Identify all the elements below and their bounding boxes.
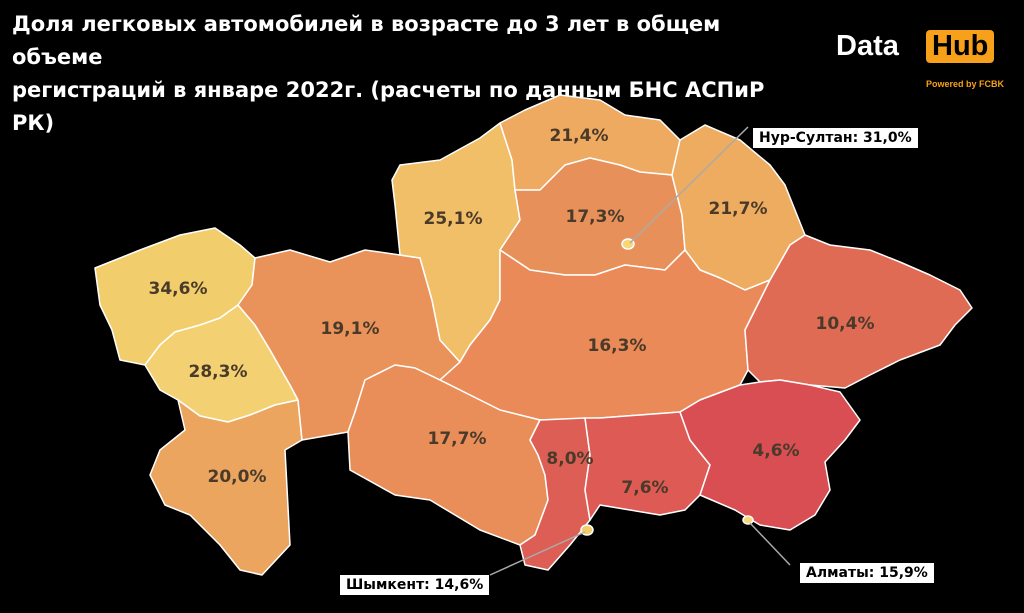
shymkent-leader-line (489, 531, 586, 576)
title-line-1: Доля легковых автомобилей в возрасте до … (12, 12, 721, 69)
region-value-label: 16,3% (588, 336, 647, 356)
region-almaty-region (679, 379, 861, 531)
almaty-leader-line (749, 522, 791, 566)
logo-powered-text: Powered by FCBK (926, 79, 1005, 89)
region-value-label: 7,6% (621, 478, 668, 498)
chart-title: Доля легковых автомобилей в возрасте до … (12, 8, 812, 140)
region-value-label: 19,1% (321, 319, 380, 339)
logo-data-text: Data (836, 30, 899, 62)
datahub-logo: Data Hub Powered by FCBK (836, 30, 1016, 92)
region-value-label: 20,0% (208, 467, 267, 487)
region-value-label: 21,4% (550, 126, 609, 146)
almaty-marker (742, 515, 754, 525)
region-value-label: 17,7% (428, 429, 487, 449)
region-value-label: 21,7% (709, 199, 768, 219)
region-east-kazakhstan (744, 234, 973, 389)
region-value-label: 25,1% (424, 209, 483, 229)
region-mangystau (149, 399, 303, 576)
nur-sultan-callout: Нур-Султан: 31,0% (753, 128, 918, 148)
region-value-label: 10,4% (816, 314, 875, 334)
nur-sultan-leader-line (629, 126, 749, 244)
region-value-label: 17,3% (566, 207, 625, 227)
region-value-label: 8,0% (546, 449, 593, 469)
region-value-label: 4,6% (752, 441, 799, 461)
logo-hub-text: Hub (926, 30, 995, 63)
title-line-2: регистраций в январе 2022г. (расчеты по … (12, 78, 765, 135)
almaty-callout: Алматы: 15,9% (800, 563, 934, 583)
shymkent-callout: Шымкент: 14,6% (340, 575, 490, 595)
region-value-label: 34,6% (149, 279, 208, 299)
region-value-label: 28,3% (189, 362, 248, 382)
